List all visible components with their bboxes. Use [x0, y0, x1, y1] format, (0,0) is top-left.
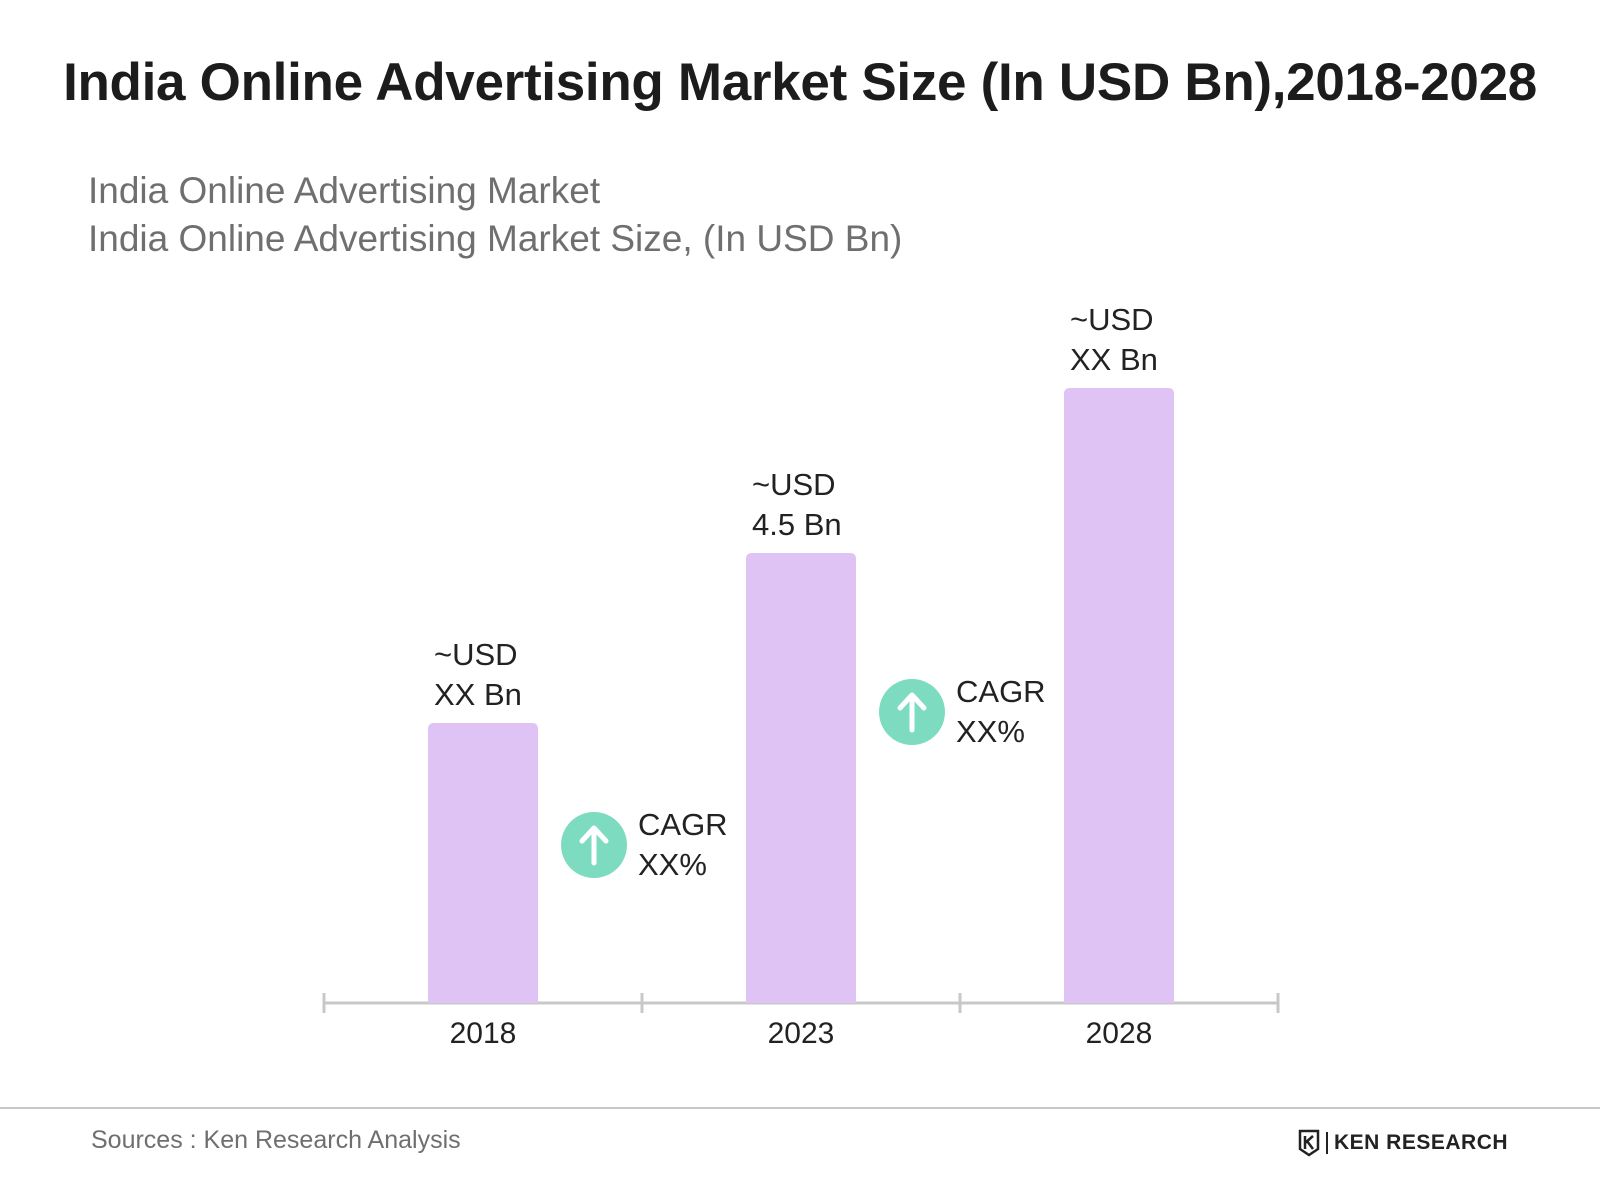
- chart-subtitle: India Online Advertising Market: [88, 170, 601, 211]
- bar-2023: [746, 553, 856, 1003]
- footer-divider: [0, 1107, 1600, 1109]
- brand-name: KEN RESEARCH: [1334, 1131, 1509, 1154]
- cagr-label: XX%: [638, 847, 707, 882]
- chart-title: India Online Advertising Market Size (In…: [63, 53, 1537, 112]
- logo-separator: [1326, 1132, 1328, 1154]
- bar-2028: [1064, 388, 1174, 1003]
- cagr-label: XX%: [956, 714, 1025, 749]
- cagr-label: CAGR: [638, 807, 728, 842]
- bar-data-label: XX Bn: [434, 677, 522, 712]
- brand-logo: KEN RESEARCH: [1298, 1128, 1508, 1158]
- x-tick-label: 2028: [1086, 1017, 1153, 1050]
- bar-data-label: XX Bn: [1070, 342, 1158, 377]
- bar-chart: 2018 ~USD XX Bn 2023 ~USD 4.5 Bn 2028 ~USD XX Bn…: [322, 302, 1280, 1050]
- cagr-label: CAGR: [956, 674, 1046, 709]
- bar-data-label: ~USD: [1070, 302, 1154, 337]
- bar-2018: [428, 723, 538, 1003]
- bar-data-label: ~USD: [434, 637, 518, 672]
- bar-data-label: 4.5 Bn: [752, 507, 842, 542]
- up-arrow-icon: [897, 692, 927, 733]
- x-tick-label: 2018: [450, 1017, 517, 1050]
- chart-subtitle-units: India Online Advertising Market Size, (I…: [88, 218, 903, 259]
- ken-research-logo-icon: [1298, 1129, 1320, 1157]
- x-tick-label: 2023: [768, 1017, 835, 1050]
- source-note: Sources : Ken Research Analysis: [91, 1126, 461, 1154]
- up-arrow-icon: [579, 825, 609, 866]
- bar-data-label: ~USD: [752, 467, 836, 502]
